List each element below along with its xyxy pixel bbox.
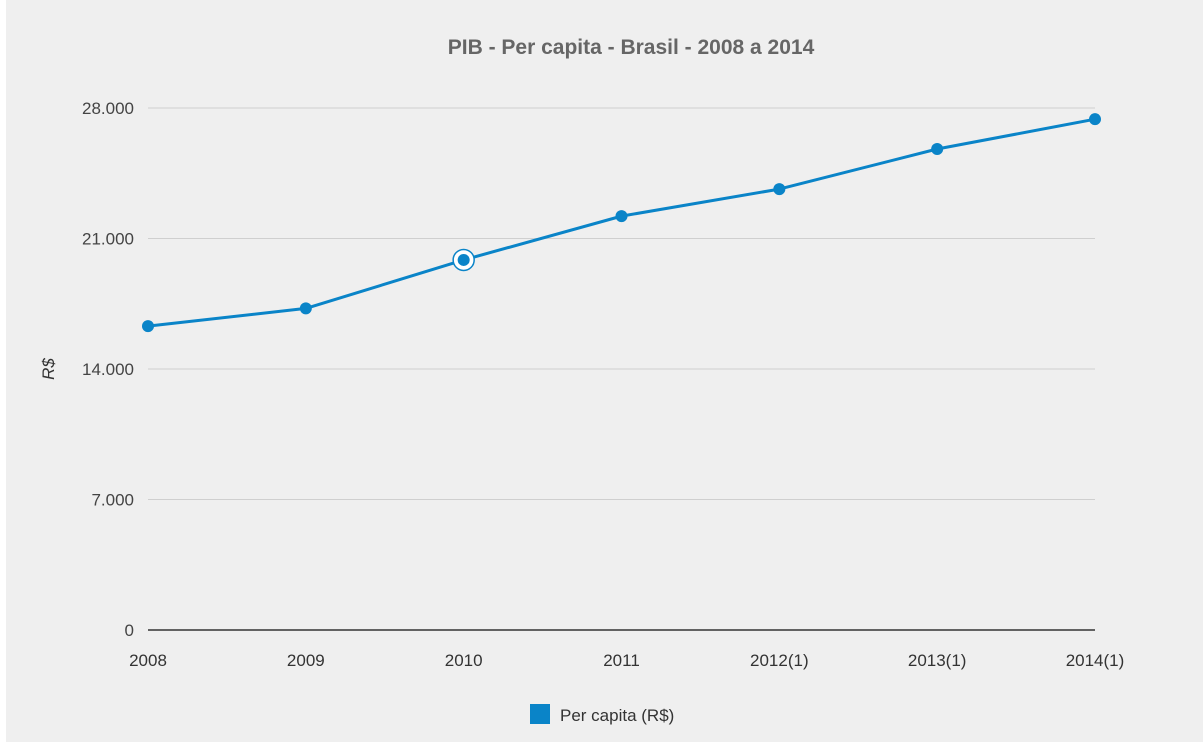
gridlines <box>148 107 1095 500</box>
chart-panel: PIB - Per capita - Brasil - 2008 a 2014 … <box>6 0 1203 742</box>
x-tick-label: 2009 <box>287 651 325 670</box>
x-tick-label: 2011 <box>603 651 640 670</box>
data-point <box>1089 113 1101 126</box>
y-tick-label: 14.000 <box>82 360 134 379</box>
x-tick-label: 2013(1) <box>908 651 967 670</box>
legend-swatch <box>530 704 550 724</box>
x-tick-label: 2010 <box>445 651 483 670</box>
series-line <box>146 117 1097 328</box>
x-tick-label: 2014(1) <box>1066 651 1125 670</box>
data-point <box>299 302 312 315</box>
data-point <box>457 253 470 266</box>
y-tick-label: 0 <box>125 621 134 640</box>
data-point <box>615 210 628 223</box>
x-tick-label: 2012(1) <box>750 651 809 670</box>
y-axis-ticks: 0 7.000 14.000 21.000 28.000 <box>82 99 134 640</box>
x-tick-label: 2008 <box>129 651 167 670</box>
y-tick-label: 21.000 <box>82 230 134 249</box>
y-tick-label: 7.000 <box>91 491 134 510</box>
line-chart: PIB - Per capita - Brasil - 2008 a 2014 … <box>39 36 1124 725</box>
legend-label: Per capita (R$) <box>560 706 674 725</box>
y-axis-label: R$ <box>39 358 58 380</box>
data-point <box>773 183 786 196</box>
y-tick-label: 28.000 <box>82 99 134 118</box>
data-point <box>931 143 944 156</box>
chart-title: PIB - Per capita - Brasil - 2008 a 2014 <box>448 36 815 59</box>
series-per-capita <box>142 113 1101 333</box>
x-axis-ticks: 2008 2009 2010 2011 2012(1) 2013(1) 2014(1) <box>129 651 1124 670</box>
legend[interactable]: Per capita (R$) <box>530 704 674 725</box>
data-point <box>142 320 154 333</box>
